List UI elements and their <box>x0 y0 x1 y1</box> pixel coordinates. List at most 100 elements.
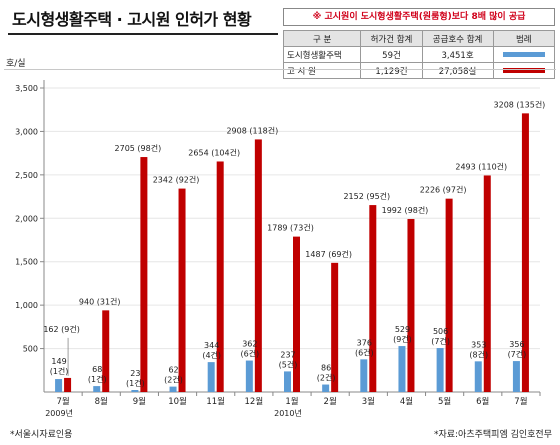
bar-goshiwon <box>140 157 148 392</box>
data-label-housing-count: (9건) <box>393 334 412 344</box>
data-label-housing-count: (1건) <box>88 374 107 384</box>
bar-housing <box>322 384 330 392</box>
bar-goshiwon <box>216 161 224 392</box>
data-label-housing-count: (5건) <box>279 359 298 369</box>
data-label-goshiwon: 2342 (92건) <box>153 175 200 185</box>
x-tick-label: 7월 <box>56 396 69 407</box>
data-label-goshiwon: 1487 (69건) <box>305 249 352 259</box>
bar-goshiwon <box>445 198 453 392</box>
bar-housing <box>284 371 291 392</box>
data-label-goshiwon: 2493 (110건) <box>455 161 507 171</box>
x-tick-label: 5월 <box>438 396 451 407</box>
legend-goshiwon-swatch-cell <box>492 62 556 79</box>
page-title: 도시형생활주택 · 고시원 인허가 현황 <box>12 10 252 29</box>
data-label-housing-count: (6건) <box>355 347 374 357</box>
bar-housing <box>245 360 253 392</box>
y-tick-label: 3,500 <box>15 84 38 93</box>
data-label-housing-value: 62 <box>168 366 178 375</box>
bar-housing <box>398 346 406 392</box>
data-label-goshiwon: 940 (31건) <box>79 296 121 306</box>
y-tick-label: 1,500 <box>15 258 38 267</box>
data-label-housing-value: 353 <box>471 340 486 349</box>
bar-housing <box>512 361 520 392</box>
x-tick-label: 1월 <box>285 396 298 407</box>
data-label-housing-value: 68 <box>92 365 102 374</box>
data-label-housing-value: 23 <box>130 369 140 378</box>
data-label-housing-count: (2건) <box>317 373 336 383</box>
unit-divider <box>4 69 556 70</box>
x-tick-label: 4월 <box>400 396 413 407</box>
x-tick-label: 11월 <box>206 396 225 407</box>
notice-banner: ※ 고시원이 도시형생활주택(원룸형)보다 8배 많이 공급 <box>283 8 555 26</box>
data-label-housing-count: (2건) <box>164 375 183 385</box>
data-label-housing-value: 86 <box>321 364 331 373</box>
bar-housing <box>55 379 63 392</box>
data-label-housing-count: (1건) <box>126 378 145 388</box>
bar-housing <box>436 348 444 392</box>
bar-goshiwon <box>521 113 529 392</box>
bar-goshiwon <box>178 188 186 392</box>
data-label-housing-count: (6건) <box>240 349 259 359</box>
legend-swatch-blue <box>502 51 545 57</box>
bar-goshiwon <box>369 205 377 392</box>
y-axis-unit-label: 호/실 <box>6 59 26 69</box>
data-label-housing-value: 237 <box>280 350 295 359</box>
x-tick-label: 10월 <box>168 396 187 407</box>
data-label-goshiwon: 2226 (97건) <box>420 185 467 195</box>
bar-housing <box>360 359 368 392</box>
data-label-housing-value: 529 <box>395 325 410 334</box>
year-label: 2010년 <box>274 408 302 418</box>
data-label-goshiwon: 2908 (118건) <box>226 125 278 135</box>
legend-row-goshiwon: 고 시 원 1,129건 27,058실 <box>282 62 556 79</box>
title-underline <box>8 33 278 35</box>
x-tick-label: 3월 <box>362 396 375 407</box>
data-label-goshiwon: 2152 (95건) <box>343 191 390 201</box>
x-tick-label: 6월 <box>476 396 489 407</box>
data-label-housing-value: 362 <box>242 340 257 349</box>
data-label-housing-value: 376 <box>357 338 372 347</box>
y-tick-label: 2,500 <box>15 171 38 180</box>
bar-goshiwon <box>102 310 110 392</box>
bar-housing <box>207 362 215 392</box>
x-tick-label: 7월 <box>514 396 527 407</box>
bar-housing <box>169 386 177 392</box>
x-tick-label: 12월 <box>245 396 264 407</box>
x-tick-label: 2월 <box>324 396 337 407</box>
legend-goshiwon-permits: 1,129건 <box>360 62 423 79</box>
bar-goshiwon <box>64 377 72 392</box>
bar-housing <box>93 386 101 392</box>
legend-table: 구 분 허가건 합계 공급호수 합계 범례 도시형생활주택 59건 3,451호… <box>282 30 556 79</box>
bar-housing <box>474 361 482 392</box>
bar-goshiwon <box>254 139 262 392</box>
data-label-housing-count: (7건) <box>508 349 527 359</box>
data-label-housing-count: (7건) <box>431 336 450 346</box>
bar-goshiwon <box>293 236 300 392</box>
bar-goshiwon <box>331 262 339 392</box>
legend-swatch-red <box>502 67 545 73</box>
bar-goshiwon <box>407 218 415 392</box>
y-tick-label: 2,000 <box>15 214 38 223</box>
source-note-left: *서울시자료인용 <box>10 430 73 440</box>
data-label-goshiwon: 2654 (104건) <box>188 147 240 157</box>
data-label-housing-count: (4건) <box>202 350 221 360</box>
legend-goshiwon-units: 27,058실 <box>421 62 494 79</box>
data-label-housing-count: (1건) <box>50 366 69 376</box>
data-label-goshiwon: 1992 (98건) <box>382 205 429 215</box>
x-tick-label: 8월 <box>95 396 108 407</box>
y-tick-label: 1,000 <box>15 301 38 310</box>
data-label-housing-value: 356 <box>509 340 524 349</box>
y-tick-label: 500 <box>23 345 38 354</box>
data-label-housing-count: (8건) <box>469 349 488 359</box>
bar-housing <box>131 390 139 392</box>
data-label-housing-value: 506 <box>433 327 448 336</box>
y-tick-label: 3,000 <box>15 127 38 136</box>
legend-goshiwon-name: 고 시 원 <box>282 62 362 79</box>
data-label-goshiwon: 1789 (73건) <box>267 223 314 233</box>
bar-goshiwon <box>483 175 491 392</box>
data-label-housing-value: 149 <box>51 357 66 366</box>
data-label-goshiwon: 2705 (98건) <box>115 143 162 153</box>
data-label-goshiwon: 162 (9건) <box>43 324 80 334</box>
data-label-goshiwon: 3208 (135건) <box>494 99 546 109</box>
source-note-right: *자료:아츠주택피엠 김인호전무 <box>433 430 552 440</box>
